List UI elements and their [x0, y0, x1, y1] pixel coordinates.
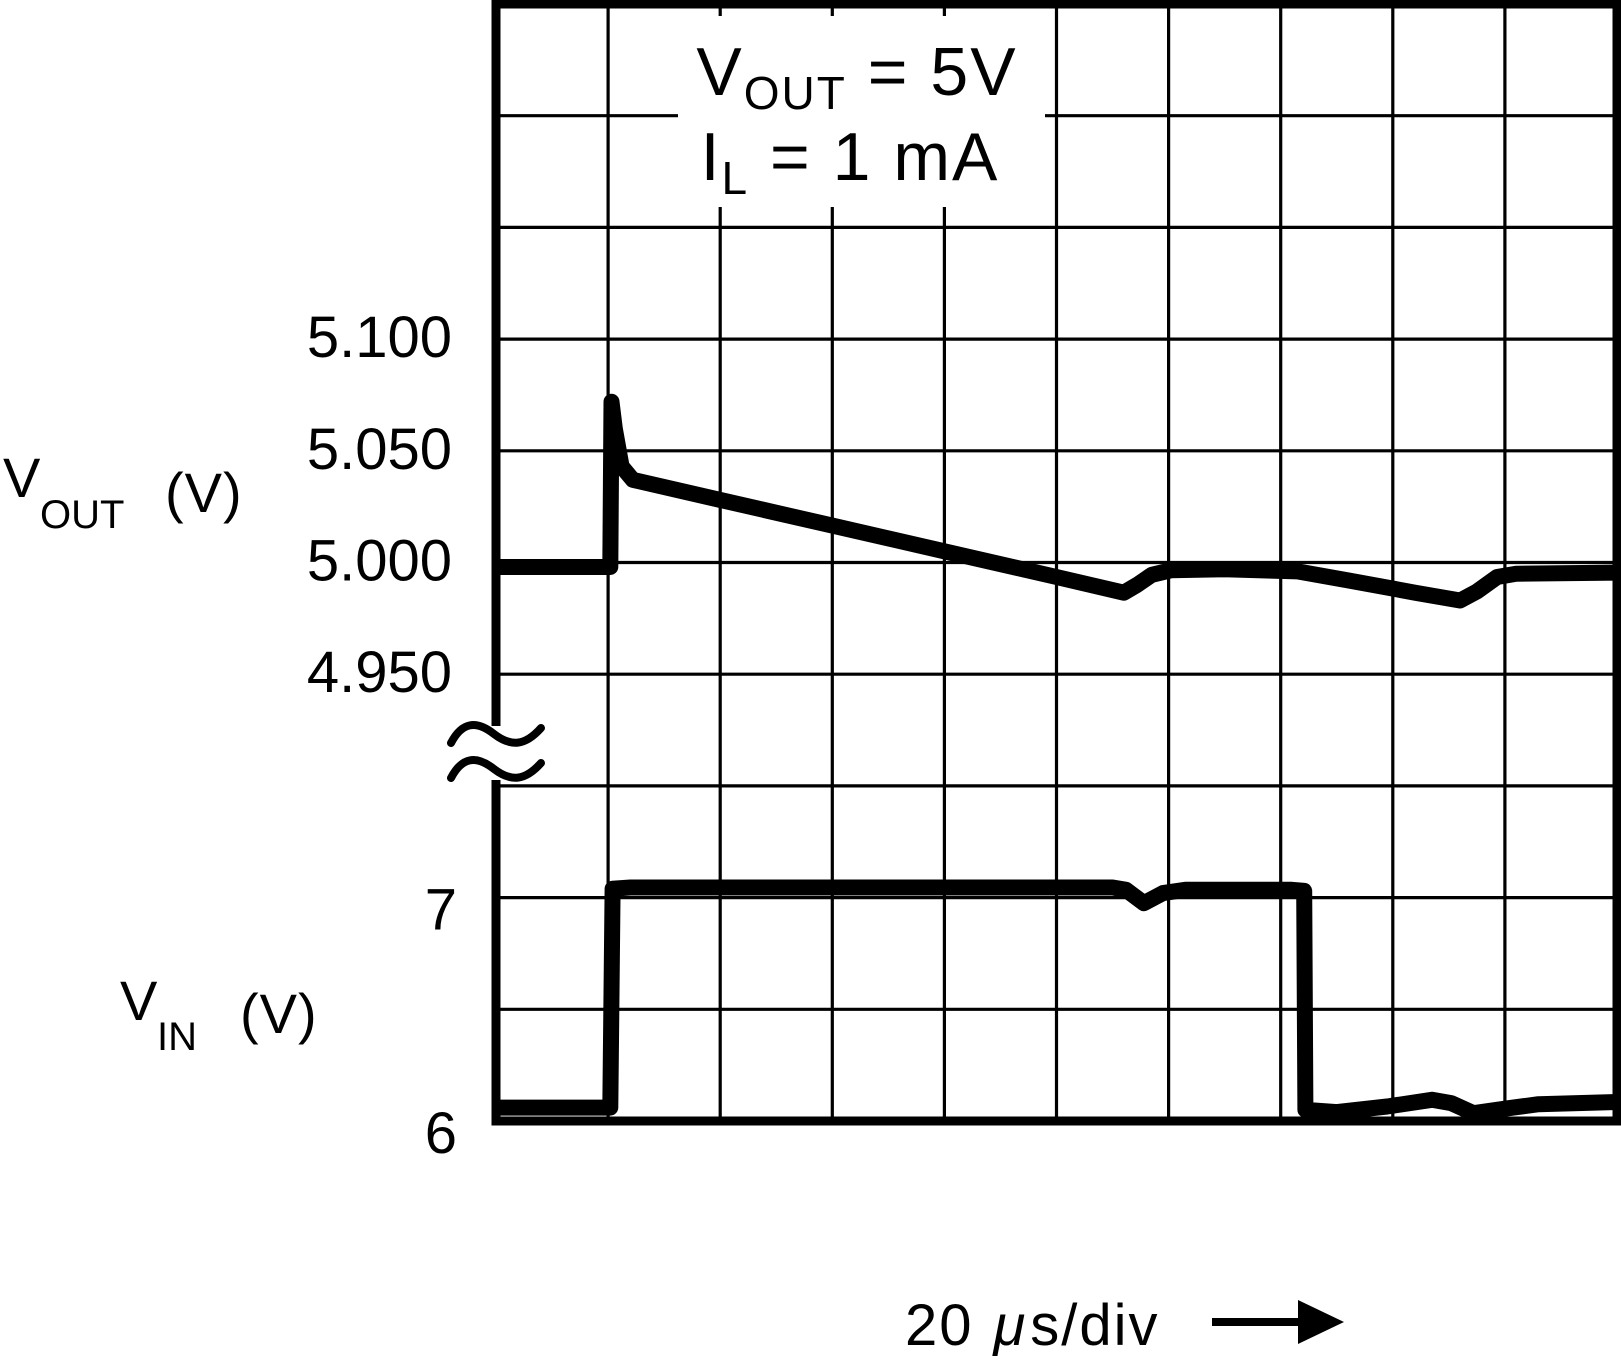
axis-break-squiggle-top [447, 721, 545, 747]
x-axis-mu: μ [992, 1293, 1028, 1356]
x-axis-number: 20 [905, 1293, 974, 1356]
x-axis-units: s/div [1030, 1293, 1159, 1356]
vout-axis-label: V OUT (V) [3, 446, 243, 537]
vout-axis-subscript: OUT [40, 493, 124, 537]
annotation-vout-subscript: OUT [744, 67, 847, 119]
annotation-condition-2: IL = 1 mA [701, 119, 1000, 204]
vin-axis-symbol: V [120, 969, 158, 1032]
annotation-background [678, 16, 1045, 207]
vout-axis-unit: (V) [165, 461, 243, 524]
x-axis-label: 20 μs/div [905, 1293, 1344, 1358]
vout-axis-symbol: V [3, 446, 41, 509]
vout-trace [496, 393, 1618, 609]
axis-break-squiggle-bottom [447, 756, 545, 782]
x-axis-label-text: 20 μs/div [905, 1293, 1160, 1356]
vout-tick-label: 5.050 [307, 417, 452, 482]
vout-tick-label: 4.950 [307, 640, 452, 705]
vout-tick-label: 5.000 [307, 529, 452, 594]
annotation-vout-symbol: V [696, 34, 743, 110]
vin-tick-label: 7 [425, 878, 457, 943]
annotation-il-subscript: L [722, 152, 750, 204]
vin-axis-subscript: IN [157, 1015, 197, 1059]
vin-tick-label: 6 [425, 1101, 457, 1166]
arrow-icon [1212, 1300, 1344, 1344]
vout-tick-label: 5.100 [307, 305, 452, 370]
vin-trace [496, 879, 1618, 1122]
annotation-il-value: = 1 mA [749, 119, 999, 195]
vin-axis-label: V IN (V) [120, 969, 318, 1059]
grid [496, 4, 1617, 1121]
vin-axis-unit: (V) [240, 982, 318, 1045]
traces [496, 393, 1618, 1122]
annotation-il-symbol: I [701, 119, 722, 195]
arrow-head [1298, 1300, 1344, 1344]
tick-labels: 5.100 5.050 5.000 4.950 7 6 [307, 305, 457, 1166]
annotation-condition-1: VOUT = 5V [696, 34, 1017, 119]
axis-break-icon [447, 721, 545, 782]
annotation-vout-value: = 5V [847, 34, 1018, 110]
annotation: VOUT = 5V IL = 1 mA [696, 34, 1017, 204]
